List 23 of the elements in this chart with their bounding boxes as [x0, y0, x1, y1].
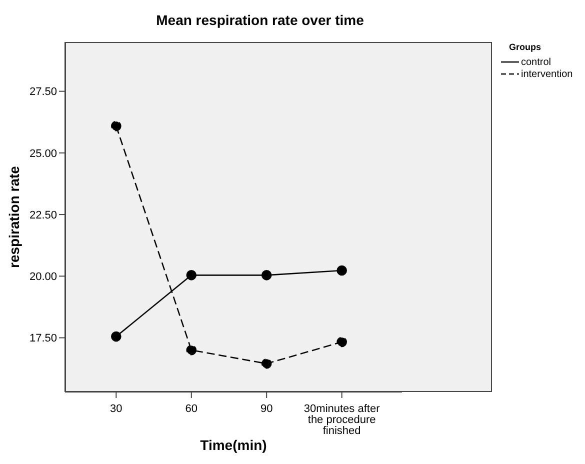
point [261, 270, 272, 280]
point [336, 336, 347, 348]
point [111, 331, 122, 342]
x-tick-label: 30 [110, 403, 122, 415]
x-axis-title: Time(min) [200, 437, 267, 453]
point [186, 344, 197, 356]
x-tick-label: 60 [185, 403, 198, 415]
point [111, 120, 122, 132]
legend-label: control [521, 56, 552, 68]
legend-label: intervention [521, 68, 573, 80]
point [336, 265, 347, 276]
chart-title: Mean respiration rate over time [155, 12, 365, 28]
y-tick-label: 20.00 [29, 271, 57, 284]
point [261, 358, 272, 369]
y-axis-title: respiration rate [6, 166, 22, 268]
y-tick-label: 22.50 [29, 209, 57, 222]
point [186, 270, 197, 280]
y-tick-label: 25.00 [29, 148, 57, 160]
x-tick-label: 30minutes after the procedure finished [304, 403, 380, 437]
legend-title: Groups [509, 42, 542, 52]
y-tick-label: 17.50 [29, 332, 57, 345]
x-tick-label: 90 [260, 403, 273, 415]
y-tick-label: 27.50 [29, 86, 57, 98]
